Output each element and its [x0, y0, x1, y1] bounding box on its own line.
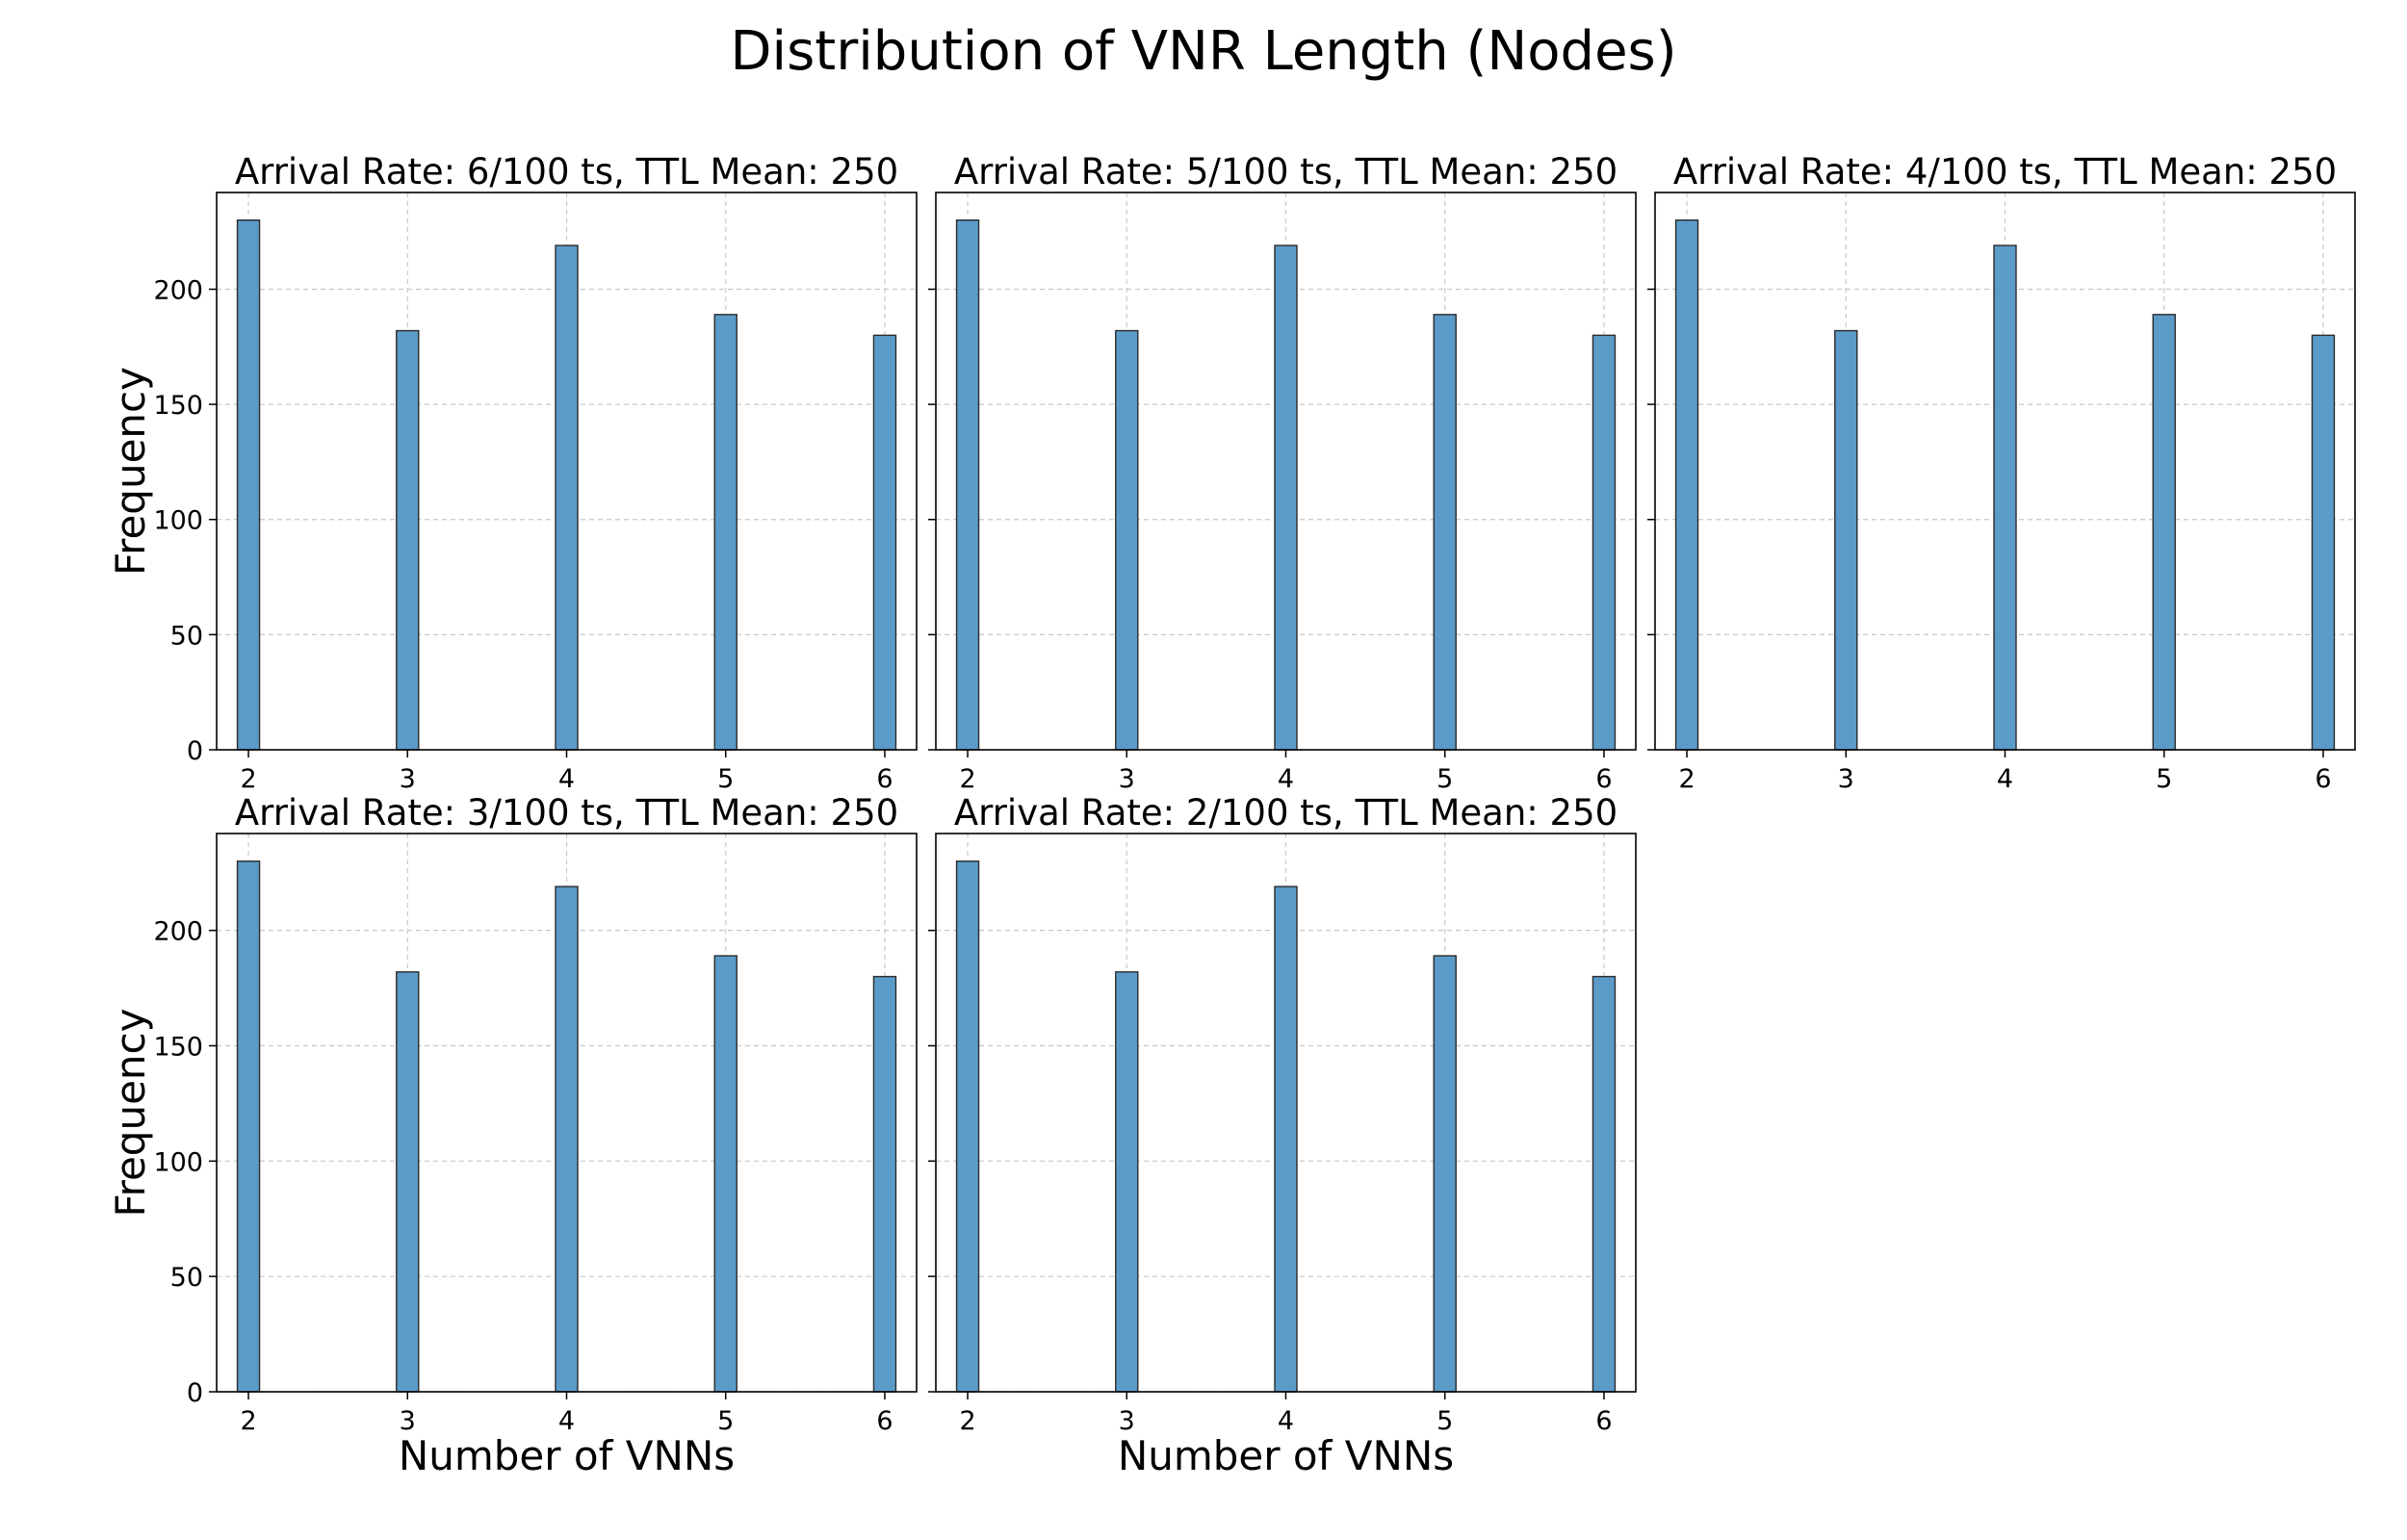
y-tick-label: 50: [170, 1263, 203, 1293]
figure-title: Distribution of VNR Length (Nodes): [730, 20, 1676, 83]
subplot-5: 2 3 4 5 6 Arrival Rate: 2/100 ts, TTL Mean: 2…: [928, 792, 1637, 1479]
x-tick-label: 6: [1595, 1406, 1612, 1436]
x-tick-label: 5: [2156, 764, 2172, 794]
subplot-3: 2 3 4 5 6 Arrival Rate: 4/100 ts, TTL Mean: 2…: [1647, 151, 2356, 794]
x-tick-label: 3: [400, 764, 416, 794]
x-tick-label: 4: [1997, 764, 2013, 794]
subplot-title: Arrival Rate: 3/100 ts, TTL Mean: 250: [235, 792, 898, 834]
bar-x5: [1433, 955, 1457, 1393]
x-tick-label: 3: [1119, 1406, 1135, 1436]
x-tick-label: 2: [959, 764, 975, 794]
y-tick-label: 150: [153, 391, 203, 421]
x-tick-label: 6: [876, 1406, 893, 1436]
bar-x2: [1674, 219, 1699, 751]
bar-x2: [236, 860, 261, 1393]
x-tick-label: 4: [558, 764, 575, 794]
y-tick-label: 0: [187, 736, 203, 766]
subplot-4: 2 3 4 5 6 0 50 100 150 200 Arrival Rate: 3/100 ts,…: [107, 792, 918, 1479]
bar-x6: [872, 334, 897, 751]
subplot-1: 2 3 4 5 6 0 50 100 150 200 Arrival Rate: 6/100 ts,…: [107, 151, 918, 794]
x-tick-label: 2: [240, 1406, 256, 1436]
x-tick-label: 3: [1838, 764, 1854, 794]
bar-x5: [1433, 314, 1457, 751]
subplot-title: Arrival Rate: 4/100 ts, TTL Mean: 250: [1673, 151, 2337, 192]
x-tick-label: 5: [1436, 764, 1453, 794]
bar-x2: [236, 219, 261, 751]
x-axis-label: Number of VNNs: [1118, 1432, 1454, 1479]
y-axis-label: Frequency: [107, 1009, 154, 1218]
bar-x3: [1834, 329, 1858, 751]
bar-x3: [1115, 971, 1139, 1393]
x-tick-label: 5: [1436, 1406, 1453, 1436]
bar-x3: [1115, 329, 1139, 751]
bar-x3: [396, 971, 420, 1393]
x-tick-label: 4: [1278, 764, 1294, 794]
bar-x2: [955, 219, 980, 751]
bar-x4: [1993, 244, 2017, 751]
x-tick-label: 2: [959, 1406, 975, 1436]
x-tick-label: 2: [1678, 764, 1695, 794]
bar-x4: [555, 886, 579, 1393]
bar-x6: [1592, 334, 1617, 751]
bar-x3: [396, 329, 420, 751]
subplot-title: Arrival Rate: 2/100 ts, TTL Mean: 250: [954, 792, 1618, 834]
bar-x6: [1592, 975, 1617, 1393]
bar-x5: [713, 955, 738, 1393]
x-tick-label: 6: [1595, 764, 1612, 794]
x-tick-label: 5: [717, 764, 734, 794]
y-tick-label: 0: [187, 1378, 203, 1408]
bar-x5: [2152, 314, 2176, 751]
x-tick-label: 6: [876, 764, 893, 794]
y-tick-label: 200: [153, 275, 203, 305]
x-tick-label: 3: [400, 1406, 416, 1436]
x-tick-label: 5: [717, 1406, 734, 1436]
x-tick-label: 6: [2315, 764, 2331, 794]
x-tick-label: 4: [1278, 1406, 1294, 1436]
subplot-2: 2 3 4 5 6 Arrival Rate: 5/100 ts, TTL Mean: 2…: [928, 151, 1637, 794]
bar-x4: [1274, 244, 1298, 751]
y-tick-label: 100: [153, 506, 203, 536]
y-tick-label: 150: [153, 1032, 203, 1062]
bar-x5: [713, 314, 738, 751]
bar-x4: [555, 244, 579, 751]
x-tick-label: 4: [558, 1406, 575, 1436]
subplot-title: Arrival Rate: 6/100 ts, TTL Mean: 250: [235, 151, 898, 192]
bar-x6: [872, 975, 897, 1393]
x-tick-label: 3: [1119, 764, 1135, 794]
bar-x6: [2311, 334, 2336, 751]
y-tick-label: 50: [170, 621, 203, 651]
x-tick-label: 2: [240, 764, 256, 794]
subplot-title: Arrival Rate: 5/100 ts, TTL Mean: 250: [954, 151, 1618, 192]
bar-x4: [1274, 886, 1298, 1393]
x-axis-label: Number of VNNs: [399, 1432, 735, 1479]
bar-x2: [955, 860, 980, 1393]
y-axis-label: Frequency: [107, 367, 154, 576]
y-tick-label: 100: [153, 1147, 203, 1177]
y-tick-label: 200: [153, 917, 203, 947]
